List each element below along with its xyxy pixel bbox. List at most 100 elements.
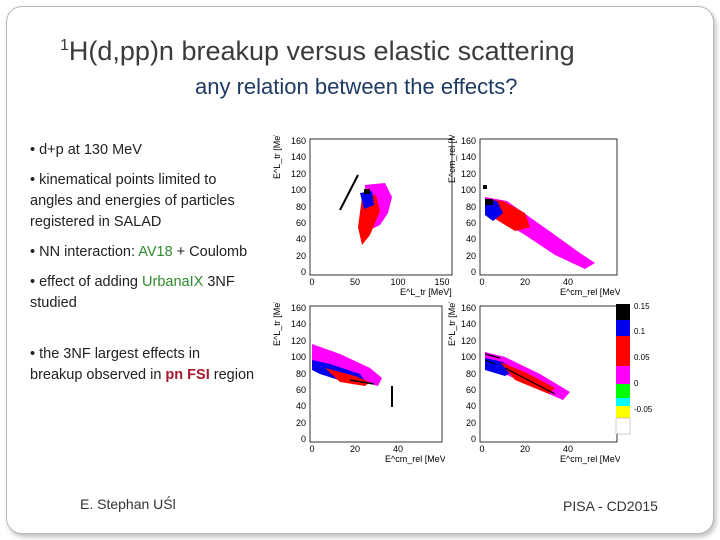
footer-event: PISA - CD2015 xyxy=(563,498,658,514)
bullet-3nf: • effect of adding UrbanaIX 3NF studied xyxy=(30,274,235,311)
svg-text:-0.05: -0.05 xyxy=(634,405,653,414)
svg-text:40: 40 xyxy=(563,277,573,287)
plot-top-left: E^L_tr [MeV] 160 140 120 100 80 60 40 20… xyxy=(272,135,453,297)
colorbar-labels: 0.15 0.1 0.05 0 -0.05 xyxy=(634,302,653,414)
x-axis-label: E^cm_rel [MeV] xyxy=(560,287,620,297)
svg-text:40: 40 xyxy=(466,401,476,411)
bullet-kinematics: • kinematical points limited to angles a… xyxy=(30,172,235,230)
x-ticks: 0 20 40 xyxy=(479,277,573,287)
swatch-blue xyxy=(616,320,630,336)
plot-bottom-left: E^L_tr [MeV] 160 140 120 100 80 60 40 20… xyxy=(272,302,445,464)
x-axis-label: E^cm_rel [MeV] xyxy=(385,454,445,464)
swatch-yellow xyxy=(616,406,630,418)
svg-text:20: 20 xyxy=(466,418,476,428)
band-black xyxy=(349,379,375,385)
svg-text:100: 100 xyxy=(291,352,306,362)
y-ticks: 160 140 120 100 80 60 40 20 0 xyxy=(461,136,476,277)
bullet-largest-effects: • the 3NF largest effects in breakup obs… xyxy=(30,346,255,383)
title-text: H(d,pp)n breakup versus elastic scatteri… xyxy=(68,36,575,66)
y-ticks: 160 140 120 100 80 60 40 20 0 xyxy=(461,303,476,444)
svg-text:0.05: 0.05 xyxy=(634,353,650,362)
x-axis-label: E^cm_rel [MeV] xyxy=(560,454,620,464)
heatmap-band xyxy=(483,185,595,269)
svg-text:0: 0 xyxy=(471,434,476,444)
svg-text:0: 0 xyxy=(301,434,306,444)
svg-text:20: 20 xyxy=(350,444,360,454)
svg-text:100: 100 xyxy=(461,352,476,362)
svg-text:20: 20 xyxy=(466,251,476,261)
svg-text:80: 80 xyxy=(296,202,306,212)
swatch-black xyxy=(616,304,630,320)
svg-text:0.15: 0.15 xyxy=(634,302,650,311)
svg-text:60: 60 xyxy=(466,385,476,395)
swatch-green xyxy=(616,384,630,398)
y-axis-label: E^L_tr [MeV] xyxy=(272,135,282,179)
x-axis-label: E^L_tr [MeV] xyxy=(400,287,452,297)
band-red xyxy=(500,362,555,394)
title-superscript: 1 xyxy=(60,37,69,54)
svg-text:20: 20 xyxy=(296,418,306,428)
svg-text:20: 20 xyxy=(296,251,306,261)
heatmap-blob xyxy=(339,174,392,245)
blob-blue xyxy=(360,191,374,209)
svg-text:40: 40 xyxy=(393,444,403,454)
plot-bottom-right: E^L_tr [MeV] 160 140 120 100 80 60 40 20… xyxy=(447,302,620,464)
blob-black xyxy=(364,189,370,194)
kinematic-line xyxy=(339,174,359,211)
slide-title: 1H(d,pp)n breakup versus elastic scatter… xyxy=(60,36,575,67)
svg-text:160: 160 xyxy=(291,303,306,313)
svg-text:120: 120 xyxy=(461,336,476,346)
svg-text:80: 80 xyxy=(466,369,476,379)
svg-text:20: 20 xyxy=(520,277,530,287)
x-ticks: 0 50 100 150 xyxy=(309,277,449,287)
svg-text:140: 140 xyxy=(291,152,306,162)
colorbar: 0.15 0.1 0.05 0 -0.05 xyxy=(615,302,653,435)
slide-subtitle: any relation between the effects? xyxy=(195,74,518,99)
y-axis-label: E^L_tr [MeV] xyxy=(447,302,457,346)
svg-text:20: 20 xyxy=(520,444,530,454)
y-axis-label: E^L_tr [MeV] xyxy=(272,302,282,346)
svg-text:100: 100 xyxy=(390,277,405,287)
heatmap-band xyxy=(484,352,570,400)
svg-text:60: 60 xyxy=(296,218,306,228)
swatch-magenta xyxy=(616,366,630,384)
svg-text:150: 150 xyxy=(434,277,449,287)
svg-text:0: 0 xyxy=(309,444,314,454)
svg-text:0.1: 0.1 xyxy=(634,327,646,336)
band-dot xyxy=(483,185,487,189)
svg-text:0: 0 xyxy=(479,444,484,454)
band-black xyxy=(485,199,493,205)
colorbar-swatches xyxy=(615,304,631,435)
av18-highlight: AV18 xyxy=(138,244,173,260)
svg-text:100: 100 xyxy=(291,185,306,195)
plot-top-right: E^cm_rel [MeV] 160 140 120 100 80 60 40 … xyxy=(447,135,620,297)
svg-text:100: 100 xyxy=(461,185,476,195)
bullet-list: • d+p at 130 MeV • kinematical points li… xyxy=(30,140,255,395)
svg-text:120: 120 xyxy=(291,336,306,346)
bullet-energy: • d+p at 130 MeV xyxy=(30,142,142,158)
svg-text:140: 140 xyxy=(291,319,306,329)
band-magenta xyxy=(312,344,382,386)
svg-text:160: 160 xyxy=(291,136,306,146)
y-ticks: 160 140 120 100 80 60 40 20 0 xyxy=(291,136,306,277)
pn-fsi-highlight: pn FSI xyxy=(165,367,210,383)
bullet-nn-interaction: • NN interaction: AV18 + Coulomb xyxy=(30,244,248,260)
blob-red xyxy=(358,195,380,245)
heatmap-band xyxy=(312,344,393,407)
y-ticks: 160 140 120 100 80 60 40 20 0 xyxy=(291,303,306,444)
svg-text:80: 80 xyxy=(466,202,476,212)
svg-text:140: 140 xyxy=(461,319,476,329)
x-ticks: 0 20 40 xyxy=(479,444,573,454)
band-black xyxy=(484,353,556,395)
x-ticks: 0 20 40 xyxy=(309,444,403,454)
svg-text:0: 0 xyxy=(479,277,484,287)
swatch-white xyxy=(615,417,631,435)
y-axis-label: E^cm_rel [MeV] xyxy=(447,135,457,183)
svg-text:0: 0 xyxy=(634,379,639,388)
svg-text:60: 60 xyxy=(466,218,476,228)
svg-text:60: 60 xyxy=(296,385,306,395)
svg-text:120: 120 xyxy=(461,169,476,179)
svg-text:80: 80 xyxy=(296,369,306,379)
svg-text:160: 160 xyxy=(461,303,476,313)
svg-text:40: 40 xyxy=(563,444,573,454)
